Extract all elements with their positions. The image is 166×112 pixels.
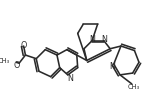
Text: N: N — [89, 35, 95, 44]
Text: O: O — [20, 40, 27, 49]
Text: N: N — [68, 73, 73, 82]
Text: N: N — [101, 35, 107, 44]
Text: CH₃: CH₃ — [0, 58, 10, 64]
Text: O: O — [13, 61, 20, 70]
Text: N: N — [109, 62, 115, 71]
Text: CH₃: CH₃ — [127, 83, 140, 89]
